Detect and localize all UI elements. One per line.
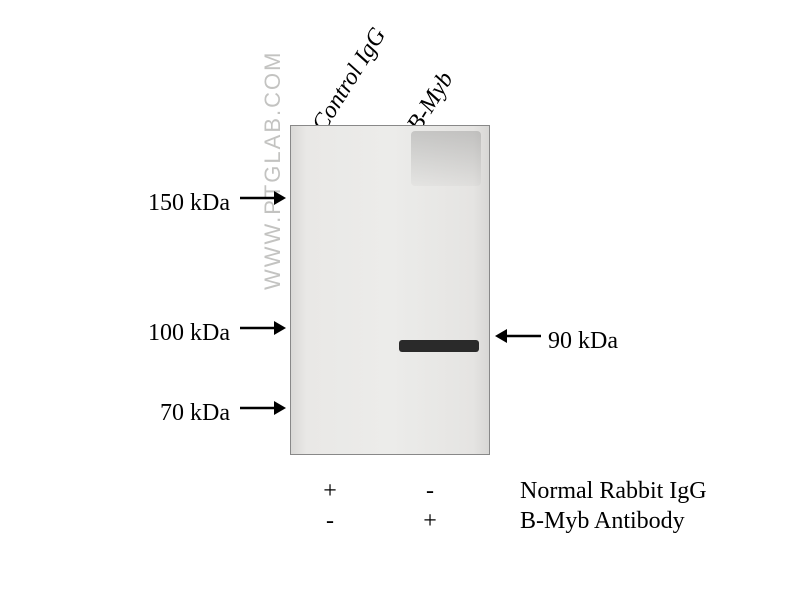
legend-row-2: B-Myb Antibody [520,508,685,535]
blot-membrane [290,125,490,455]
arrow-icon [238,317,286,346]
arrow-icon [495,325,543,354]
watermark: WWW.PTGLAB.COM [260,51,286,290]
arrow-icon [238,187,286,216]
mw-label-70: 70 kDa [147,400,230,427]
figure-container: Control IgG B-Myb WWW.PTGLAB.COM 150 kDa… [0,0,800,600]
pm-cell: + [310,478,350,505]
arrow-icon [238,397,286,426]
detected-band-label: 90 kDa [548,328,618,355]
legend-row-1: Normal Rabbit IgG [520,478,707,505]
lane-label-1: Control IgG [307,23,392,137]
pm-cell: - [410,478,450,505]
high-mw-smear [411,131,481,186]
mw-label-150: 150 kDa [135,190,230,217]
pm-cell: - [310,508,350,535]
pm-cell: + [410,508,450,535]
mw-label-100: 100 kDa [135,320,230,347]
detected-band [399,340,479,352]
